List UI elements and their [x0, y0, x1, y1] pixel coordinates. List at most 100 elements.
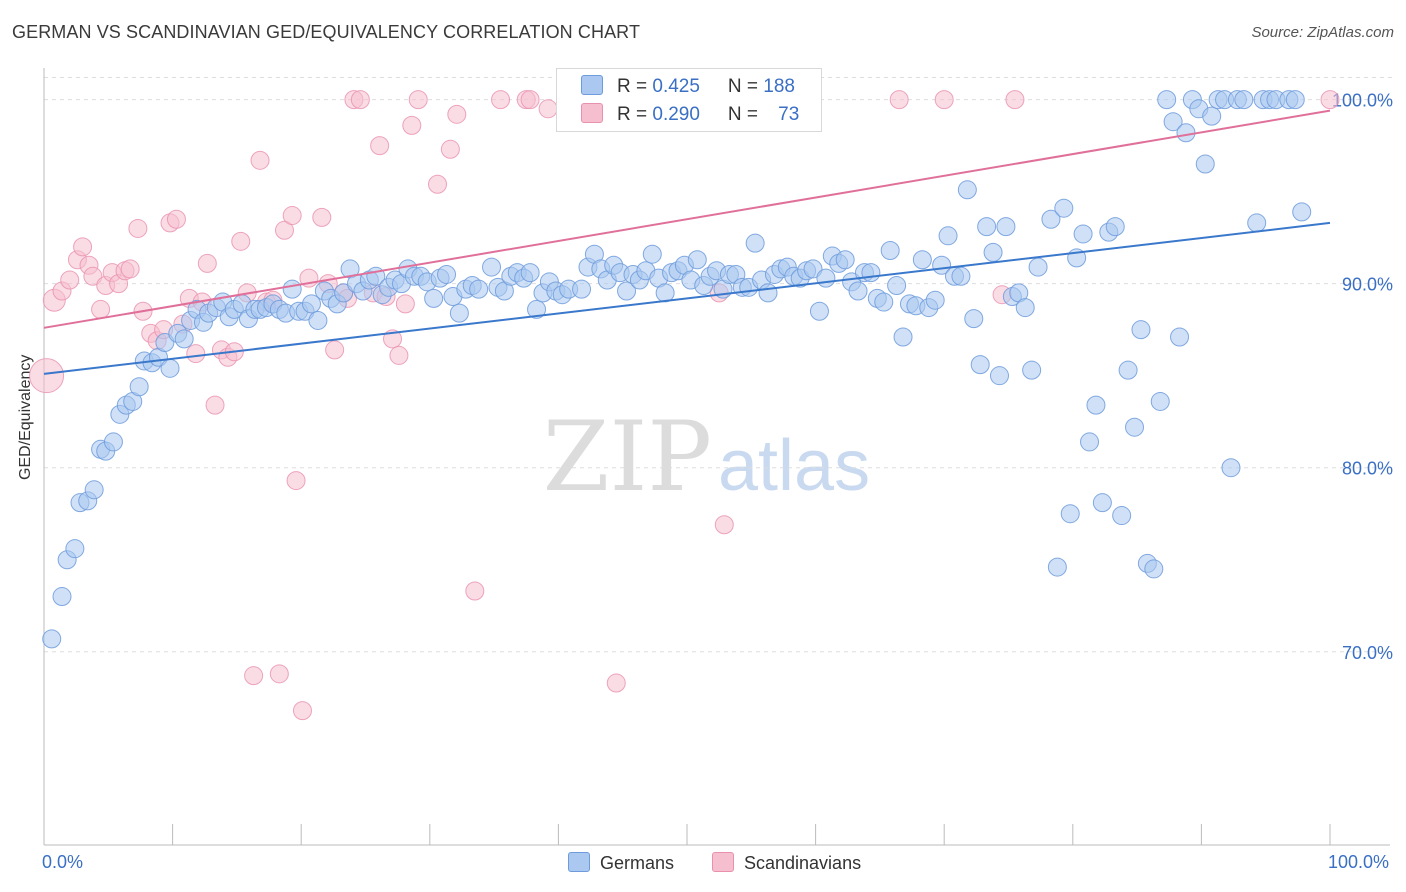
scandinavians-trend-line: [43, 109, 1331, 329]
germans-point: [1028, 257, 1048, 277]
germans-point: [1176, 123, 1196, 143]
germans-point: [1054, 198, 1074, 218]
chart-title: GERMAN VS SCANDINAVIAN GED/EQUIVALENCY C…: [12, 22, 641, 42]
germans-point: [1073, 224, 1093, 244]
germans-point: [745, 233, 765, 253]
germans-point: [816, 268, 836, 288]
germans-point: [1080, 432, 1100, 452]
germans-point: [989, 366, 1009, 386]
germans-point: [617, 281, 637, 301]
scandinavians-point: [231, 231, 251, 251]
correlation-legend: R = 0.425 N = 188 R = 0.290 N = 73: [556, 68, 822, 132]
scandinavians-point: [91, 299, 111, 319]
scandinavians-point: [1320, 90, 1340, 110]
germans-point: [469, 279, 489, 299]
y-tick-label: 90.0%: [1342, 275, 1393, 295]
germans-point: [334, 283, 354, 303]
scandinavians-point: [186, 344, 206, 364]
x-tick-label-min: 0.0%: [42, 852, 84, 872]
scandinavians-point: [197, 253, 217, 273]
scandinavians-point: [428, 174, 448, 194]
bottom-legend-germans: Germans: [568, 852, 674, 874]
y-tick-label: 80.0%: [1342, 459, 1393, 479]
germans-point: [84, 480, 104, 500]
germans-r-label: R =: [617, 76, 653, 97]
scandinavians-point: [244, 666, 264, 686]
germans-point: [1060, 504, 1080, 524]
germans-point: [527, 299, 547, 319]
germans-point: [1221, 458, 1241, 478]
legend-row-scandinavians: R = 0.290 N = 73: [581, 103, 799, 126]
scandinavians-point: [205, 395, 225, 415]
scandinavians-point: [274, 220, 294, 240]
scandinavians-point: [312, 207, 332, 227]
scandinavians-point: [447, 104, 467, 124]
germans-point: [861, 263, 881, 283]
y-tick-label: 100.0%: [1332, 91, 1393, 111]
germans-point: [1247, 213, 1267, 233]
scandinavians-point: [538, 99, 558, 119]
source-credit: Source: ZipAtlas.com: [1251, 24, 1394, 41]
scandinavians-point: [408, 90, 428, 110]
germans-point: [835, 250, 855, 270]
germans-point: [42, 629, 62, 649]
germans-point: [424, 288, 444, 308]
scandinavians-point: [520, 90, 540, 110]
germans-point: [983, 242, 1003, 262]
germans-legend-label: Germans: [600, 853, 675, 873]
germans-point: [964, 309, 984, 329]
germans-point: [1131, 320, 1151, 340]
germans-swatch-icon: [581, 75, 603, 95]
scand-legend-label: Scandinavians: [744, 853, 862, 873]
scand-n-value: 73: [778, 104, 800, 125]
scandinavians-point: [120, 259, 140, 279]
germans-point: [977, 217, 997, 237]
germans-point: [1195, 154, 1215, 174]
germans-point: [803, 259, 823, 279]
scandinavians-point: [1005, 90, 1025, 110]
germans-point: [848, 281, 868, 301]
germans-point: [970, 355, 990, 375]
scand-r-label: R =: [617, 104, 653, 125]
germans-point: [1144, 559, 1164, 579]
germans-point: [174, 329, 194, 349]
germans-point: [1112, 506, 1132, 526]
x-tick-label-max: 100.0%: [1328, 852, 1390, 872]
scandinavians-point: [889, 90, 909, 110]
germans-point: [951, 266, 971, 286]
watermark-zip: ZIP: [543, 401, 712, 513]
germans-point: [893, 327, 913, 347]
scandinavians-point: [250, 150, 270, 170]
germans-point: [1092, 493, 1112, 513]
bottom-legend-scandinavians: Scandinavians: [712, 852, 861, 874]
germans-point: [449, 303, 469, 323]
germans-point: [687, 250, 707, 270]
germans-point: [1163, 112, 1183, 132]
germans-point: [103, 432, 123, 452]
scandinavians-point: [370, 136, 390, 156]
germans-point: [155, 333, 175, 353]
germans-point: [1086, 395, 1106, 415]
germans-point: [1202, 106, 1222, 126]
germans-point: [1125, 417, 1145, 437]
scand-r-value: 0.290: [652, 104, 700, 125]
germans-point: [1041, 209, 1061, 229]
germans-point: [1015, 298, 1035, 318]
scandinavians-point: [128, 218, 148, 238]
germans-legend-icon: [568, 852, 590, 872]
scandinavians-point: [29, 358, 65, 394]
germans-r-value: 0.425: [652, 76, 700, 97]
germans-point: [520, 263, 540, 283]
germans-point: [887, 275, 907, 295]
scandinavians-point: [73, 237, 93, 257]
germans-point: [129, 377, 149, 397]
germans-point: [1157, 90, 1177, 110]
scandinavians-point: [934, 90, 954, 110]
scandinavians-point: [325, 340, 345, 360]
scandinavians-point: [269, 664, 289, 684]
scandinavians-swatch-icon: [581, 103, 603, 123]
germans-point: [925, 290, 945, 310]
germans-point: [1105, 217, 1125, 237]
scandinavians-point: [491, 90, 511, 110]
